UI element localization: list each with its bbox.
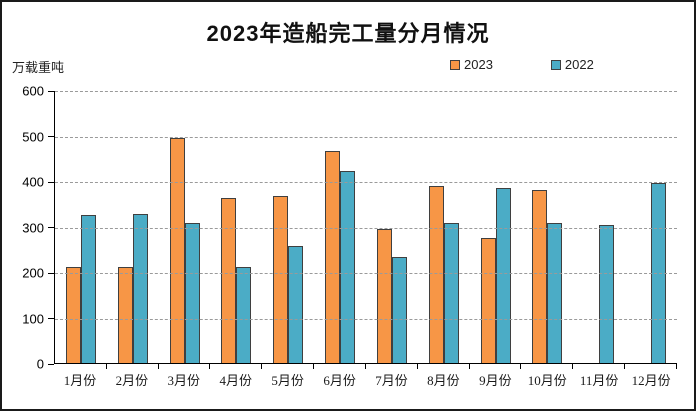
x-axis-tick <box>520 364 522 369</box>
bar-2022-10月份 <box>547 223 563 363</box>
x-axis-tick <box>675 364 677 369</box>
x-tick-label: 4月份 <box>219 373 252 388</box>
bar-2023-1月份 <box>65 267 81 363</box>
bar-group-6月份 <box>314 91 366 369</box>
bar-group-10月份 <box>521 91 574 369</box>
y-tick-label: 400 <box>22 174 44 190</box>
legend-swatch-2022-icon <box>550 59 561 70</box>
bar-2022-2月份 <box>132 213 148 363</box>
y-axis-labels: 0 100 200 300 400 500 600 <box>2 84 48 372</box>
x-tick-label: 3月份 <box>167 373 201 388</box>
bar-2022-9月份 <box>495 187 511 363</box>
legend-label-2022: 2022 <box>564 57 594 72</box>
x-tick-label: 6月份 <box>323 373 356 388</box>
x-axis-labels: 1月份 2月份 3月份 4月份 5月份 6月份 7月份 8月份 9月份 10月份 11月份 12月份 <box>54 370 677 389</box>
bar-group-3月份 <box>159 91 211 369</box>
x-tick-label: 1月份 <box>63 373 97 388</box>
bar-2022-8月份 <box>443 222 459 363</box>
y-tick-label: 200 <box>22 265 44 281</box>
bar-2023-6月份 <box>325 151 341 363</box>
x-axis-tick <box>624 364 626 369</box>
y-tick-label: 600 <box>22 83 44 99</box>
x-axis-tick <box>261 364 263 369</box>
bar-2022-7月份 <box>391 256 407 363</box>
gridline <box>55 136 677 138</box>
bar-group-1月份 <box>55 91 107 369</box>
x-axis-tick <box>209 364 211 369</box>
x-tick-label: 8月份 <box>427 373 460 388</box>
y-tick-label: 0 <box>36 356 44 372</box>
bar-group-4月份 <box>210 91 263 369</box>
y-axis-tick <box>48 181 54 183</box>
chart-title: 2023年造船完工量分月情况 <box>206 21 490 46</box>
bar-2022-6月份 <box>340 171 356 363</box>
y-axis-tick <box>48 227 54 228</box>
legend-item-2022: 2022 <box>550 57 594 72</box>
y-axis-tick <box>48 318 54 319</box>
legend: 2023 2022 <box>450 57 594 72</box>
y-tick-label: 300 <box>22 220 44 235</box>
y-tick-label: 100 <box>22 311 44 326</box>
x-axis-tick <box>416 364 418 369</box>
bar-group-5月份 <box>262 91 315 369</box>
x-axis-tick <box>468 364 470 369</box>
x-tick-label: 12月份 <box>631 373 671 388</box>
gridline <box>55 182 677 183</box>
y-axis-tick <box>48 272 54 274</box>
x-axis-tick <box>572 364 574 369</box>
legend-item-2023: 2023 <box>450 57 493 72</box>
x-tick-label: 11月份 <box>579 373 619 388</box>
y-axis-tick <box>48 90 54 92</box>
x-axis-tick <box>105 364 107 369</box>
y-tick-label: 500 <box>22 129 44 144</box>
x-axis-tick <box>313 364 315 369</box>
bar-2023-9月份 <box>480 237 496 363</box>
gridline <box>55 227 677 229</box>
gridline <box>55 318 677 320</box>
y-axis-tick <box>48 363 54 365</box>
bar-2022-11月份 <box>599 225 615 363</box>
gridline <box>55 273 677 274</box>
bar-2022-4月份 <box>236 267 252 363</box>
bar-2023-3月份 <box>169 138 185 363</box>
bar-2022-1月份 <box>80 214 96 363</box>
x-tick-label: 5月份 <box>271 373 304 388</box>
bar-2023-10月份 <box>532 190 548 363</box>
x-axis-tick <box>364 364 366 369</box>
x-tick-label: 10月份 <box>527 373 567 388</box>
bar-2023-8月份 <box>428 186 444 363</box>
y-axis-tick <box>48 136 54 137</box>
bar-group-11月份 <box>573 91 626 369</box>
bar-2022-3月份 <box>184 223 200 363</box>
legend-label-2023: 2023 <box>464 57 493 72</box>
bar-2023-7月份 <box>376 228 392 363</box>
x-axis-tick <box>157 364 159 369</box>
legend-swatch-2023-icon <box>450 59 460 70</box>
bar-2023-5月份 <box>273 196 289 363</box>
bar-group-7月份 <box>366 91 418 369</box>
x-tick-label: 9月份 <box>479 373 512 388</box>
bar-2023-2月份 <box>117 267 133 363</box>
x-tick-label: 7月份 <box>375 373 408 388</box>
x-tick-label: 2月份 <box>115 373 149 388</box>
gridline <box>55 91 677 92</box>
y-axis-unit-label: 万载重吨 <box>12 60 65 75</box>
bar-group-2月份 <box>107 91 159 369</box>
plot-area <box>48 90 677 369</box>
bar-2023-4月份 <box>221 197 237 363</box>
bar-2022-5月份 <box>288 246 304 363</box>
